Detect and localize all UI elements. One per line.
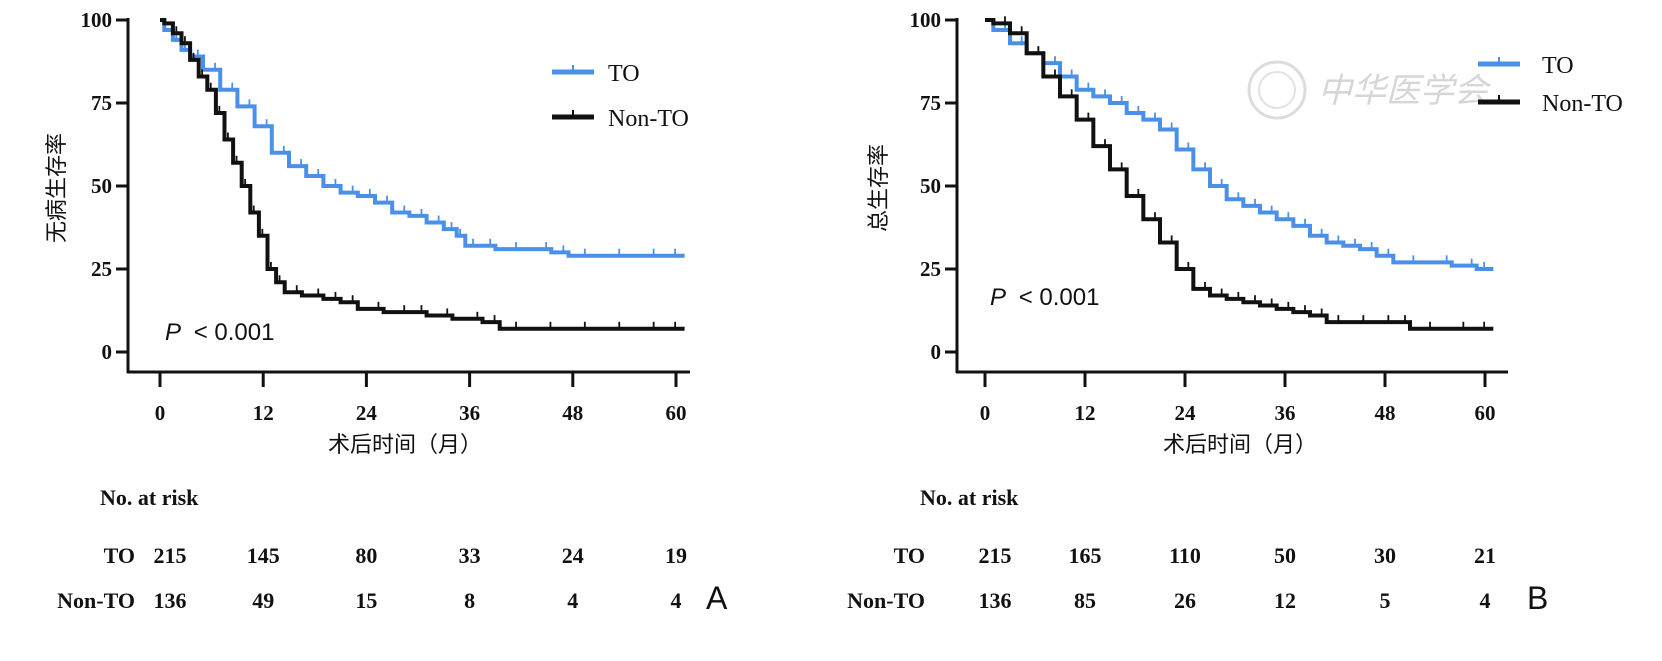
x-tick-label: 36	[459, 401, 480, 425]
y-tick-label: 75	[920, 91, 941, 115]
curve-non-to	[160, 18, 685, 331]
legend: TO Non-TO	[1478, 53, 1623, 117]
x-axis-title: 术后时间（月）	[1163, 433, 1317, 458]
watermark-seal-icon	[1247, 60, 1307, 120]
risk-value: 15	[355, 588, 377, 613]
risk-table: No. at risk TO 215 145 80 33 24 19 Non-TO 136 49 1…	[57, 485, 687, 613]
risk-row-label: TO	[104, 543, 135, 568]
risk-value: 12	[1274, 588, 1296, 613]
panel-label: B	[1527, 580, 1548, 616]
x-tick-label: 12	[1075, 401, 1096, 425]
risk-value: 85	[1074, 588, 1096, 613]
risk-value: 49	[252, 588, 274, 613]
y-tick-label: 50	[91, 174, 112, 198]
panel-b-os: 0 25 50 75 100 0 12 24 36 48 60 总生存率 术后时间（月） 中华医学会…	[847, 8, 1623, 616]
y-tick-label: 25	[920, 257, 941, 281]
risk-value: 4	[671, 588, 682, 613]
x-tick-label: 24	[356, 401, 378, 425]
risk-value: 136	[154, 588, 187, 613]
curve-non-to	[985, 18, 1494, 331]
x-tick-label: 12	[253, 401, 274, 425]
p-text: < 0.001	[194, 319, 275, 346]
legend: TO Non-TO	[552, 61, 689, 132]
y-tick-label: 0	[931, 340, 942, 364]
survival-curves	[160, 18, 685, 331]
y-tick-label: 100	[910, 8, 942, 32]
risk-row-label: TO	[894, 543, 925, 568]
y-tick-label: 100	[81, 8, 113, 32]
legend-label-non-to: Non-TO	[1542, 91, 1623, 117]
risk-value: 30	[1374, 543, 1396, 568]
risk-value: 165	[1069, 543, 1102, 568]
p-value-annotation: P < 0.001	[990, 284, 1099, 311]
x-tick-label: 60	[666, 401, 687, 425]
p-label: P	[165, 319, 181, 346]
y-tick-label: 0	[102, 340, 113, 364]
curve-to	[985, 18, 1494, 271]
y-tick-label: 75	[91, 91, 112, 115]
x-axis-title: 术后时间（月）	[328, 433, 482, 458]
x-tick-label: 60	[1475, 401, 1496, 425]
risk-value: 5	[1380, 588, 1391, 613]
axes: 0 25 50 75 100 0 12 24 36 48 60	[81, 8, 690, 425]
risk-value: 33	[459, 543, 481, 568]
y-axis-title: 无病生存率	[45, 133, 70, 243]
p-label: P	[990, 284, 1006, 311]
x-tick-label: 36	[1275, 401, 1296, 425]
risk-table-title: No. at risk	[100, 485, 199, 510]
risk-row-label: Non-TO	[847, 588, 925, 613]
risk-value: 136	[979, 588, 1012, 613]
p-text: < 0.001	[1019, 284, 1100, 311]
risk-row-label: Non-TO	[57, 588, 135, 613]
y-tick-label: 50	[920, 174, 941, 198]
risk-value: 24	[562, 543, 584, 568]
risk-table: No. at risk TO 215 165 110 50 30 21 Non-TO 136 85…	[847, 485, 1496, 613]
curve-to	[160, 18, 685, 258]
risk-table-title: No. at risk	[920, 485, 1019, 510]
risk-value: 8	[464, 588, 475, 613]
axes: 0 25 50 75 100 0 12 24 36 48 60	[910, 8, 1508, 425]
x-tick-label: 24	[1175, 401, 1197, 425]
risk-value: 110	[1169, 543, 1201, 568]
legend-label-to: TO	[608, 61, 640, 87]
legend-label-non-to: Non-TO	[608, 106, 689, 132]
risk-value: 50	[1274, 543, 1296, 568]
watermark-text: 中华医学会	[1318, 71, 1492, 111]
legend-label-to: TO	[1542, 53, 1574, 79]
risk-value: 80	[355, 543, 377, 568]
survival-curves	[985, 16, 1494, 331]
x-tick-label: 0	[155, 401, 166, 425]
watermark-seal-inner	[1258, 71, 1296, 109]
x-tick-label: 48	[1375, 401, 1396, 425]
risk-value: 21	[1474, 543, 1496, 568]
risk-value: 4	[1480, 588, 1491, 613]
panel-label: A	[706, 580, 728, 616]
risk-value: 215	[154, 543, 187, 568]
risk-value: 215	[979, 543, 1012, 568]
risk-value: 4	[567, 588, 578, 613]
p-value-annotation: P < 0.001	[165, 319, 274, 346]
risk-value: 26	[1174, 588, 1196, 613]
watermark: 中华医学会	[1247, 60, 1492, 120]
x-tick-label: 48	[562, 401, 583, 425]
risk-value: 145	[247, 543, 280, 568]
x-tick-label: 0	[980, 401, 991, 425]
y-axis-title: 总生存率	[867, 144, 892, 232]
y-tick-label: 25	[91, 257, 112, 281]
risk-value: 19	[665, 543, 687, 568]
